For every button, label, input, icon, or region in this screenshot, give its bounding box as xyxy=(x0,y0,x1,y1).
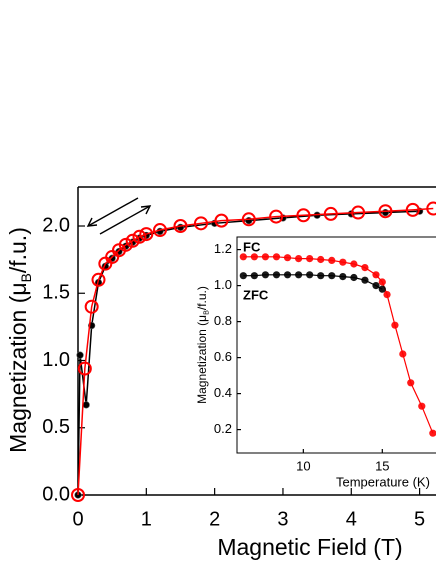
y-tick-label: 1.2 xyxy=(214,241,232,256)
label-part: /f.u.) xyxy=(195,286,209,310)
data-point xyxy=(152,223,167,238)
arrow-head xyxy=(140,205,152,215)
arrow-up xyxy=(99,205,151,235)
data-point xyxy=(350,273,358,282)
x-tick-label: 5 xyxy=(414,508,425,530)
data-point xyxy=(294,255,303,263)
y-tick-label: 0.8 xyxy=(214,313,232,328)
data-point xyxy=(339,273,347,281)
data-point xyxy=(339,258,347,266)
data-point xyxy=(71,488,85,502)
label-part: Magnetization (μ xyxy=(195,315,209,404)
data-point xyxy=(378,204,393,219)
data-point xyxy=(272,253,281,261)
data-point xyxy=(272,271,281,279)
data-point xyxy=(118,237,133,252)
data-point xyxy=(296,208,311,223)
data-point xyxy=(239,272,247,280)
y-axis-label: Magnetization (μB/f.u.) xyxy=(195,286,210,404)
data-point xyxy=(426,201,436,216)
data-point xyxy=(269,209,284,224)
data-point xyxy=(214,213,229,228)
data-point xyxy=(407,379,415,387)
data-point xyxy=(383,291,391,299)
data-point xyxy=(378,278,386,286)
y-tick-label: 0.5 xyxy=(42,416,70,438)
series-label: ZFC xyxy=(243,287,269,302)
data-point xyxy=(418,402,426,410)
x-tick-label: 4 xyxy=(346,508,357,530)
y-axis-label: Magnetization (μB/f.u.) xyxy=(5,227,33,453)
data-point xyxy=(378,285,386,293)
data-point xyxy=(317,272,325,280)
label-part: Magnetization (μ xyxy=(5,282,31,453)
data-point xyxy=(193,216,208,231)
y-tick-label: 0.4 xyxy=(214,385,232,400)
data-point xyxy=(239,253,247,261)
data-point xyxy=(391,321,399,329)
series-label: FC xyxy=(243,239,261,254)
data-point xyxy=(283,271,292,279)
x-tick-label: 1 xyxy=(141,508,152,530)
label-part: /f.u.) xyxy=(5,227,31,273)
data-point xyxy=(261,271,270,279)
axes: 0 1 2 3 4 5 0.0 0.5 1.0 1.5 2.0 Magnetic Field (T) M… xyxy=(5,186,436,560)
data-point xyxy=(82,401,90,409)
data-point xyxy=(351,205,366,220)
data-point xyxy=(372,271,380,279)
y-tick-label: 1.5 xyxy=(42,282,70,304)
x-axis-label: Magnetic Field (T) xyxy=(217,534,402,560)
x-axis-label: Temperature (K) xyxy=(336,474,430,489)
label-subscript: B xyxy=(202,310,211,315)
data-point xyxy=(372,282,380,290)
y-tick-label: 0.2 xyxy=(214,421,232,436)
y-tick-label: 2.0 xyxy=(42,214,70,236)
x-tick-label: 3 xyxy=(277,508,288,530)
y-tick-label: 1.0 xyxy=(214,277,232,292)
data-point xyxy=(76,351,84,359)
data-point xyxy=(132,229,147,244)
data-point xyxy=(173,219,188,234)
y-tick-label: 0.0 xyxy=(42,483,70,505)
arrow-down xyxy=(87,197,139,227)
data-point xyxy=(350,260,358,268)
field-arrows xyxy=(86,197,152,235)
data-point xyxy=(91,272,106,287)
data-point xyxy=(261,253,270,261)
data-point xyxy=(405,202,420,217)
inset-background xyxy=(236,236,436,454)
data-point xyxy=(77,361,92,376)
plot-data xyxy=(71,201,436,502)
data-point xyxy=(361,264,369,272)
arrow-head xyxy=(86,217,98,227)
data-point xyxy=(241,212,256,227)
data-point xyxy=(429,429,436,437)
x-tick-label: 10 xyxy=(296,458,310,473)
x-tick-label: 15 xyxy=(375,458,389,473)
data-point xyxy=(328,256,336,264)
data-point xyxy=(84,299,99,314)
data-point xyxy=(283,254,292,262)
plot-data: FC ZFC xyxy=(239,239,436,437)
data-point xyxy=(323,206,338,221)
data-point xyxy=(306,271,314,279)
data-point xyxy=(294,271,303,279)
data-point xyxy=(328,272,336,280)
data-point xyxy=(317,255,325,264)
data-point xyxy=(399,350,407,358)
data-point xyxy=(125,233,140,248)
y-tick-label: 1.0 xyxy=(42,349,70,371)
x-tick-label: 0 xyxy=(72,508,83,530)
data-point xyxy=(306,255,314,263)
data-point xyxy=(250,253,258,261)
x-tick-label: 2 xyxy=(209,508,220,530)
y-tick-label: 0.6 xyxy=(214,349,232,364)
data-point xyxy=(139,227,154,242)
data-point xyxy=(361,276,369,284)
axes: 10 15 0.2 0.4 0.6 0.8 1.0 1.2 Temperature (K) Mag… xyxy=(195,236,436,489)
data-point xyxy=(381,208,390,217)
label-subscript: B xyxy=(19,273,34,282)
data-point xyxy=(250,272,258,280)
